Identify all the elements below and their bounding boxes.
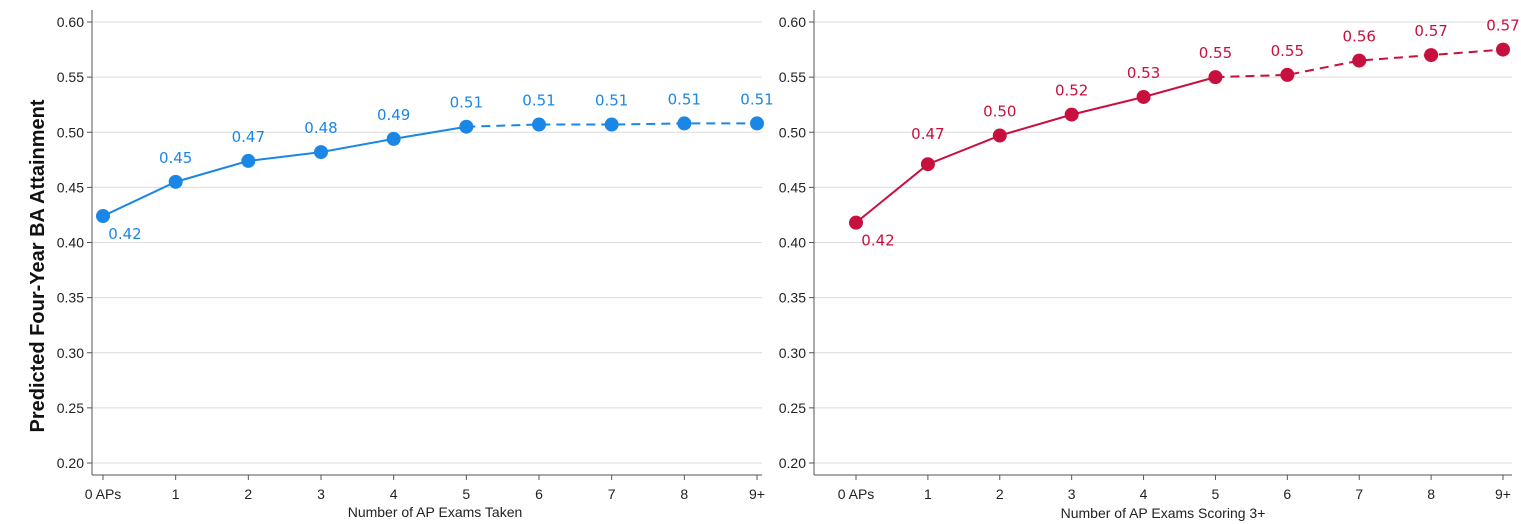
x-axis-title: Number of AP Exams Scoring 3+ (1061, 505, 1266, 521)
data-point (1136, 89, 1151, 104)
x-tick-label: 2 (996, 486, 1004, 502)
x-axis-title: Number of AP Exams Taken (348, 504, 523, 520)
series-line-solid (855, 76, 1216, 224)
data-point (1280, 67, 1295, 82)
x-tick-label: 6 (1283, 486, 1291, 502)
gridlines (814, 21, 1512, 464)
x-tick-label: 0 APs (85, 486, 122, 502)
y-tick-label: 0.30 (779, 345, 806, 361)
y-tick-label: 0.45 (779, 179, 806, 195)
data-point (1496, 42, 1510, 57)
chart-panel-ap-exams-taken: 0.20 0.25 0.30 0.35 0.40 0.45 0.50 0.55 0.60 0 AP… (57, 10, 774, 520)
x-tick-label: 5 (462, 486, 470, 502)
data-label: 0.47 (232, 128, 265, 146)
y-tick-label: 0.50 (57, 124, 84, 140)
data-label: 0.49 (377, 106, 410, 124)
y-tick-label: 0.50 (779, 124, 806, 140)
data-point (96, 209, 110, 224)
x-tick-label: 4 (390, 486, 398, 502)
y-tick-label: 0.20 (57, 455, 84, 471)
data-point (750, 116, 764, 131)
data-point (1352, 53, 1367, 68)
y-tick-label: 0.60 (57, 14, 84, 30)
data-point (386, 131, 401, 146)
data-point (314, 145, 328, 160)
y-tick-label: 0.60 (779, 14, 806, 30)
data-label: 0.50 (983, 103, 1016, 121)
data-label: 0.55 (1199, 44, 1232, 62)
data-label: 0.48 (304, 119, 337, 137)
series-line-dashed (466, 122, 757, 128)
y-tick-label: 0.55 (57, 69, 84, 85)
data-point (920, 157, 935, 172)
y-tick-label: 0.40 (779, 235, 806, 251)
x-tick-label: 0 APs (838, 486, 875, 502)
data-label: 0.53 (1127, 64, 1160, 82)
data-point (1064, 107, 1079, 122)
data-point (459, 119, 474, 134)
data-point (677, 116, 692, 131)
data-label: 0.51 (668, 90, 701, 108)
gridlines (92, 21, 762, 464)
data-label: 0.55 (1271, 42, 1304, 60)
data-label: 0.57 (1486, 17, 1519, 35)
data-label: 0.51 (450, 94, 483, 112)
y-tick-label: 0.20 (779, 455, 806, 471)
y-tick-label: 0.35 (57, 290, 84, 306)
data-point (168, 174, 183, 189)
y-tick-label: 0.25 (779, 400, 806, 416)
x-tick-label: 5 (1212, 486, 1220, 502)
data-point (604, 117, 619, 132)
data-point (241, 153, 256, 168)
x-tick-label: 3 (1068, 486, 1076, 502)
chart-panel-ap-exams-scoring-3plus: 0.20 0.25 0.30 0.35 0.40 0.45 0.50 0.55 0.60 0 AP… (779, 10, 1520, 521)
data-label: 0.57 (1414, 22, 1447, 40)
series-line-solid (102, 125, 467, 217)
data-label: 0.56 (1343, 28, 1376, 46)
data-label: 0.47 (911, 125, 944, 143)
data-label: 0.45 (159, 149, 192, 167)
data-label: 0.51 (595, 92, 628, 110)
y-tick-label: 0.55 (779, 69, 806, 85)
x-tick-label: 1 (924, 486, 932, 502)
data-point (1208, 70, 1223, 85)
data-label: 0.51 (740, 90, 773, 108)
data-label: 0.42 (861, 232, 894, 250)
x-tick-label: 7 (1355, 486, 1363, 502)
data-label: 0.52 (1055, 82, 1088, 100)
y-tick-label: 0.25 (57, 400, 84, 416)
x-tick-label: 3 (317, 486, 325, 502)
x-tick-label: 9+ (749, 486, 765, 502)
x-tick-label: 7 (608, 486, 616, 502)
x-tick-label: 9+ (1495, 486, 1511, 502)
data-point (1424, 48, 1439, 63)
x-tick-label: 8 (1427, 486, 1435, 502)
y-tick-label: 0.40 (57, 235, 84, 251)
data-point (532, 117, 546, 132)
series-line-dashed (1215, 48, 1504, 79)
y-tick-label: 0.45 (57, 179, 84, 195)
y-tick-label: 0.35 (779, 290, 806, 306)
x-tick-label: 8 (680, 486, 688, 502)
x-tick-label: 1 (172, 486, 180, 502)
data-label: 0.51 (522, 92, 555, 110)
y-axis-label: Predicted Four-Year BA Attainment (27, 99, 49, 432)
data-point (992, 128, 1007, 143)
y-tick-label: 0.30 (57, 345, 84, 361)
x-tick-label: 6 (535, 486, 543, 502)
data-point (849, 215, 863, 230)
x-tick-label: 4 (1140, 486, 1148, 502)
data-label: 0.42 (108, 225, 141, 243)
x-tick-label: 2 (244, 486, 252, 502)
